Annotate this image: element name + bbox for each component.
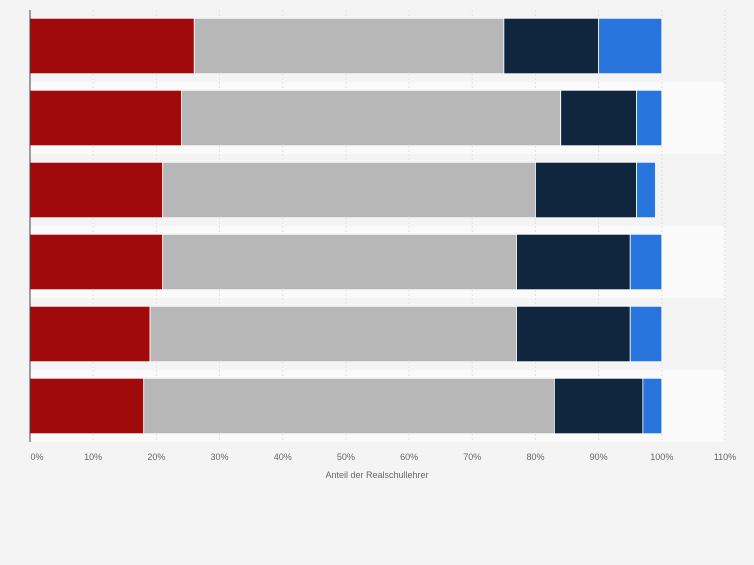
bar-segment-row4-series2: [162, 233, 517, 291]
bar-segment-row2-series3: [560, 89, 637, 147]
x-tick-label: 80%: [526, 452, 544, 462]
bar-segment-row1-series1: [29, 17, 195, 75]
bar-segment-row6-series1: [29, 377, 145, 435]
x-tick-label: 10%: [84, 452, 102, 462]
x-tick-label: 70%: [463, 452, 481, 462]
x-tick-label: 50%: [337, 452, 355, 462]
bar-segment-row4-series3: [516, 233, 631, 291]
x-tick-label: 40%: [274, 452, 292, 462]
bar-segment-row2-series1: [29, 89, 183, 147]
bar-segment-row4-series4: [629, 233, 663, 291]
x-tick-label: 20%: [147, 452, 165, 462]
bar-segment-row1-series2: [193, 17, 505, 75]
x-tick-label: 90%: [590, 452, 608, 462]
row-bands: [30, 10, 725, 442]
bar-segment-row6-series4: [642, 377, 663, 435]
bar-segment-row3-series3: [535, 161, 637, 219]
bar-segment-row5-series4: [629, 305, 663, 363]
x-tick-label: 110%: [714, 452, 736, 462]
x-axis-title: Anteil der Realschullehrer: [325, 470, 428, 480]
x-tick-label: 60%: [400, 452, 418, 462]
bar-segment-row1-series3: [503, 17, 600, 75]
x-tick-label: 0%: [30, 452, 43, 462]
bar-segment-row3-series4: [636, 161, 656, 219]
bar-segment-row4-series1: [29, 233, 164, 291]
bar-segment-row5-series2: [149, 305, 517, 363]
bar-segment-row5-series3: [516, 305, 631, 363]
bar-segment-row3-series2: [162, 161, 536, 219]
bar-segment-row2-series2: [181, 89, 562, 147]
bar-segment-row3-series1: [29, 161, 164, 219]
bar-segment-row5-series1: [29, 305, 151, 363]
bar-segment-row6-series3: [554, 377, 644, 435]
x-axis: 0% 10% 20% 30% 40% 50% 60% 70% 80% 90% 100% 110%: [29, 10, 736, 462]
bar-segment-row1-series4: [598, 17, 663, 75]
bar-segment-row6-series2: [143, 377, 555, 435]
x-tick-label: 100%: [650, 452, 673, 462]
bars: [29, 17, 663, 435]
bar-segment-row2-series4: [636, 89, 663, 147]
x-tick-label: 30%: [211, 452, 229, 462]
